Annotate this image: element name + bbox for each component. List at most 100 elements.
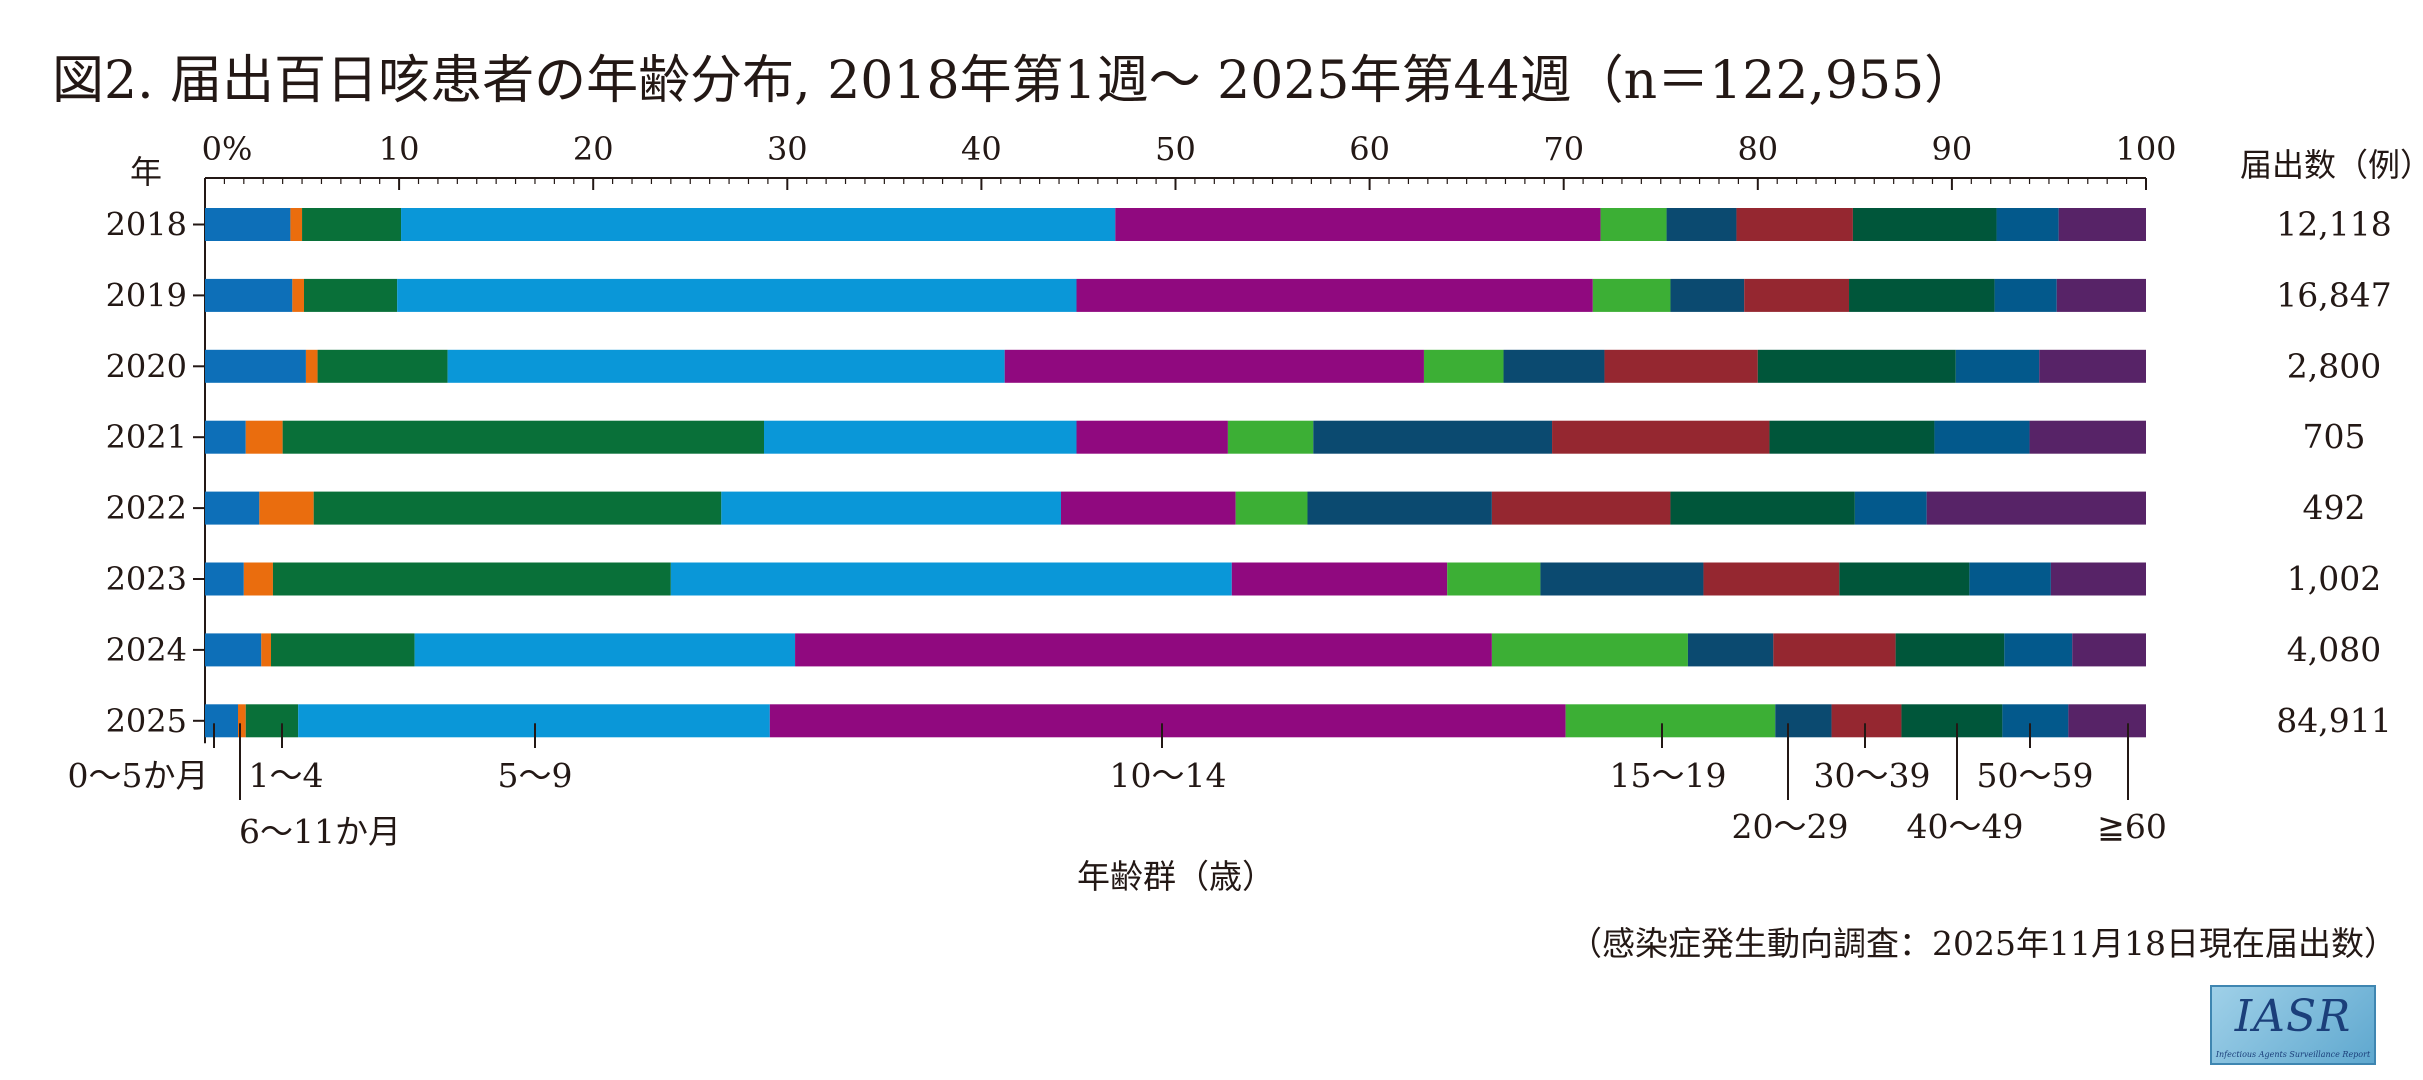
age-group-label: 0～5か月 [68,756,209,795]
age-group-label: 15～19 [1610,756,1727,795]
age-group-label: 40～49 [1907,807,2024,846]
x-axis-label: 年齢群（歳） [1077,857,1275,896]
year-label: 2018 [106,206,187,244]
bar-segment [1604,349,1758,383]
bar-segment [290,208,303,241]
bar-segment [1491,633,1688,667]
bar-segment [1235,491,1308,525]
x-tick-label: 30 [767,130,808,168]
bar-segment [769,704,1566,738]
age-group-label: 6～11か月 [239,812,401,851]
year-label: 2020 [106,347,187,385]
x-tick-label: 10 [379,130,420,168]
bar-segment [282,420,765,454]
bar-segment [2004,633,2073,667]
bar-segment [670,562,1232,596]
bar-segment [795,633,1492,667]
bar-segment [1423,349,1504,383]
bar-segment [205,278,293,312]
bar-segment [764,420,1077,454]
bar-segment [1854,491,1927,525]
bar-segment [1540,562,1704,596]
bar-segment [1491,491,1671,525]
bar-segment [1307,491,1492,525]
bar-segment [2029,420,2146,454]
bar-segment [2002,704,2069,738]
bar-segment [259,491,314,525]
bar-segment [1592,278,1671,312]
bar-segment [1996,208,2059,241]
year-label: 2024 [106,631,187,669]
age-group-label: 50～59 [1977,756,2094,795]
count-label: 705 [2303,417,2366,456]
bar-segment [313,491,722,525]
bar-segment [1895,633,2005,667]
bar-segment [1934,420,2030,454]
count-column-header: 届出数（例） [2240,146,2423,184]
bar-segment [1955,349,2040,383]
count-label: 16,847 [2276,275,2391,314]
age-group-label: 20～29 [1732,807,1849,846]
bar-segment [261,633,271,667]
count-label: 1,002 [2287,559,2381,598]
bar-segment [1744,278,1850,312]
bar-segment [1670,278,1745,312]
bar-segment [243,562,273,596]
bar-segment [1004,349,1424,383]
bar-segment [1839,562,1970,596]
bar-segment [2058,208,2146,241]
year-label: 2019 [106,276,187,314]
bar-segment [1115,208,1601,241]
bar-segment [401,208,1116,241]
bar-segment [1670,491,1855,525]
bar-segment [205,562,244,596]
source-note: （感染症発生動向調査：2025年11月18日現在届出数） [1569,924,2397,963]
bar-segment [1666,208,1737,241]
bar-segment [1969,562,2051,596]
bar-segment [1076,278,1593,312]
year-label: 2021 [106,418,187,456]
logo-subtext: Infectious Agents Surveillance Report [2215,1050,2371,1059]
bar-segment [1926,491,2146,525]
bar-segment [1503,349,1605,383]
year-label: 2025 [106,702,187,740]
plot-area: 0% 10 20 30 40 50 60 70 80 90 100 2018 12,118 2019 16,… [68,130,2392,851]
x-tick-label: 70 [1543,130,1584,168]
bar-segment [305,349,318,383]
bar-segment [2050,562,2146,596]
bar-segment [1231,562,1448,596]
y-axis-label: 年 [130,153,162,191]
bar-segment [237,704,246,738]
count-label: 12,118 [2276,205,2391,244]
count-label: 2,800 [2287,346,2381,385]
bar-segment [1227,420,1314,454]
bar-segment [1060,491,1236,525]
iasr-logo: IASR Infectious Agents Surveillance Repo… [2210,985,2376,1065]
bar-segment [1552,420,1770,454]
x-tick-label: 80 [1737,130,1778,168]
bar-segment [2039,349,2146,383]
bar-segment [292,278,304,312]
bar-segment [2056,278,2146,312]
bar-segment [1994,278,2057,312]
bar-segment [1687,633,1774,667]
bar-segment [1076,420,1228,454]
count-label: 492 [2303,488,2366,527]
bar-segment [205,491,260,525]
bar-segment [205,349,306,383]
x-tick-label: 20 [573,130,614,168]
bar-segment [1849,278,1995,312]
bar-segment [1769,420,1935,454]
logo-text: IASR [2234,991,2352,1042]
bar-segment [1757,349,1956,383]
bar-segment [2068,704,2146,738]
bar-segment [245,704,299,738]
bar-segment [1565,704,1776,738]
bar-segment [1600,208,1667,241]
x-tick-label: 40 [961,130,1002,168]
age-group-label: 10～14 [1110,756,1227,795]
chart-title: 図2. 届出百日咳患者の年齢分布, 2018年第1週～ 2025年第44週（n＝… [52,51,1976,111]
bar-segment [1736,208,1853,241]
bar-segment [302,208,402,241]
